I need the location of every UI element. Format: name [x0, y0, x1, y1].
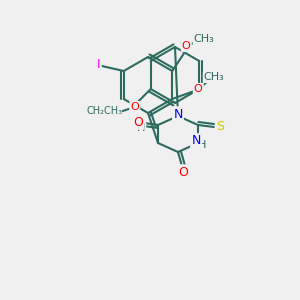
Text: H: H: [137, 123, 145, 133]
Text: O: O: [178, 166, 188, 178]
Text: O: O: [130, 102, 139, 112]
Text: H: H: [198, 140, 206, 150]
Text: O: O: [182, 41, 190, 51]
Text: N: N: [173, 107, 183, 121]
Text: CH₃: CH₃: [194, 34, 214, 44]
Text: I: I: [97, 58, 101, 71]
Text: S: S: [216, 119, 224, 133]
Text: CH₂CH₃: CH₂CH₃: [87, 106, 123, 116]
Text: O: O: [194, 84, 203, 94]
Text: N: N: [191, 134, 201, 148]
Text: CH₃: CH₃: [204, 72, 225, 82]
Text: O: O: [133, 116, 143, 128]
